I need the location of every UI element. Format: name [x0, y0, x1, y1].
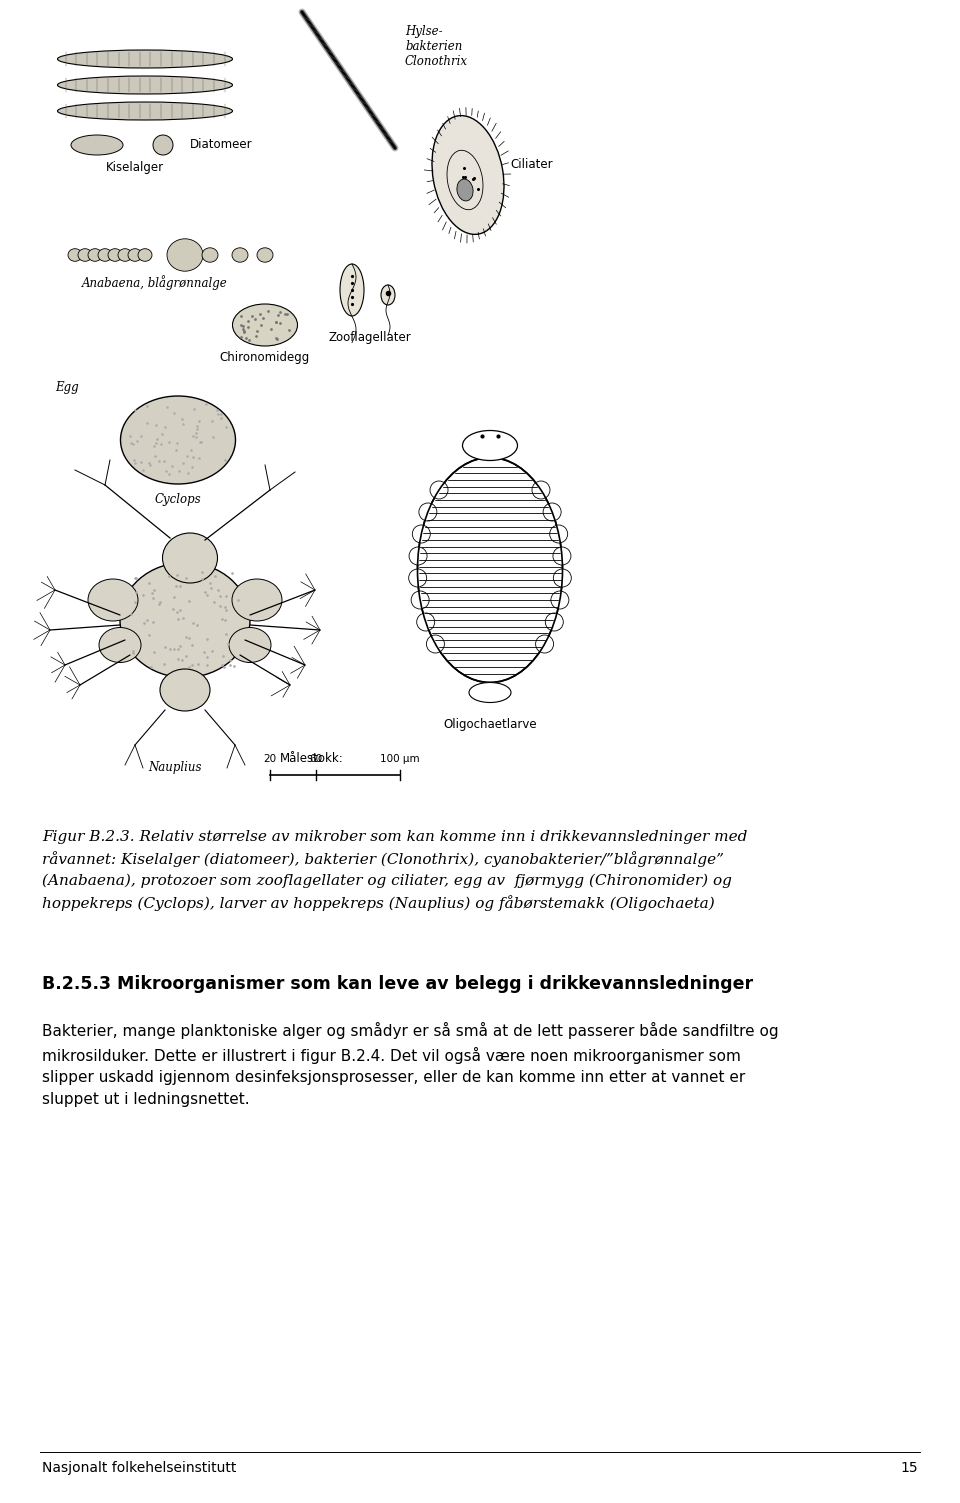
Text: Chironomidegg: Chironomidegg	[220, 352, 310, 365]
Ellipse shape	[167, 239, 203, 271]
Ellipse shape	[128, 248, 142, 262]
Ellipse shape	[417, 613, 435, 631]
Ellipse shape	[409, 570, 426, 588]
Ellipse shape	[457, 179, 473, 201]
Text: 60: 60	[309, 755, 322, 764]
Text: 20: 20	[263, 755, 276, 764]
Text: Figur B.2.3. Relativ størrelse av mikrober som kan komme inn i drikkevannslednin: Figur B.2.3. Relativ størrelse av mikrob…	[42, 830, 748, 911]
Ellipse shape	[340, 265, 364, 316]
Ellipse shape	[88, 579, 138, 621]
Text: Hylse-
bakterien
Clonothrix: Hylse- bakterien Clonothrix	[405, 26, 468, 68]
Ellipse shape	[412, 525, 430, 543]
Ellipse shape	[229, 627, 271, 663]
Text: Cyclops: Cyclops	[155, 493, 202, 507]
Ellipse shape	[550, 525, 567, 543]
Ellipse shape	[58, 102, 232, 120]
Text: 100 µm: 100 µm	[380, 755, 420, 764]
Ellipse shape	[232, 579, 282, 621]
Ellipse shape	[257, 248, 273, 262]
Ellipse shape	[58, 77, 232, 95]
Text: Ciliater: Ciliater	[510, 158, 553, 171]
Ellipse shape	[543, 504, 562, 522]
Text: Zooflagellater: Zooflagellater	[328, 332, 412, 344]
Ellipse shape	[138, 248, 152, 262]
Text: Oligochaetlarve: Oligochaetlarve	[444, 718, 537, 730]
Ellipse shape	[553, 547, 571, 565]
Ellipse shape	[532, 481, 550, 499]
Ellipse shape	[409, 547, 427, 565]
Ellipse shape	[411, 591, 429, 609]
Text: Målestokk:: Målestokk:	[280, 753, 344, 765]
Ellipse shape	[536, 634, 554, 652]
Ellipse shape	[202, 248, 218, 262]
Ellipse shape	[551, 591, 569, 609]
Ellipse shape	[426, 634, 444, 652]
Ellipse shape	[419, 504, 437, 522]
Ellipse shape	[232, 248, 248, 262]
Text: Bakterier, mange planktoniske alger og smådyr er så små at de lett passerer både: Bakterier, mange planktoniske alger og s…	[42, 1022, 779, 1106]
Text: Egg: Egg	[55, 382, 79, 394]
Ellipse shape	[162, 534, 218, 583]
Ellipse shape	[381, 286, 395, 305]
Ellipse shape	[99, 627, 141, 663]
Text: 15: 15	[900, 1461, 918, 1474]
Text: Nasjonalt folkehelseinstitutt: Nasjonalt folkehelseinstitutt	[42, 1461, 236, 1474]
Ellipse shape	[430, 481, 448, 499]
Ellipse shape	[545, 613, 564, 631]
Ellipse shape	[469, 682, 511, 702]
Ellipse shape	[553, 570, 571, 588]
Text: B.2.5.3 Mikroorganismer som kan leve av belegg i drikkevannsledninger: B.2.5.3 Mikroorganismer som kan leve av …	[42, 975, 754, 993]
Ellipse shape	[71, 135, 123, 155]
Ellipse shape	[432, 116, 504, 234]
Ellipse shape	[232, 304, 298, 346]
Ellipse shape	[118, 248, 132, 262]
Ellipse shape	[418, 457, 563, 682]
Ellipse shape	[58, 50, 232, 68]
Ellipse shape	[78, 248, 92, 262]
Ellipse shape	[153, 135, 173, 155]
Ellipse shape	[68, 248, 82, 262]
Text: Anabaena, blågrønnalge: Anabaena, blågrønnalge	[83, 275, 228, 290]
Ellipse shape	[463, 430, 517, 460]
Ellipse shape	[120, 562, 250, 678]
Text: Diatomeer: Diatomeer	[190, 138, 252, 152]
Text: Nauplius: Nauplius	[148, 762, 202, 774]
Ellipse shape	[121, 395, 235, 484]
Ellipse shape	[108, 248, 122, 262]
Ellipse shape	[160, 669, 210, 711]
Ellipse shape	[98, 248, 112, 262]
Ellipse shape	[88, 248, 102, 262]
Text: Kiselalger: Kiselalger	[106, 161, 164, 173]
